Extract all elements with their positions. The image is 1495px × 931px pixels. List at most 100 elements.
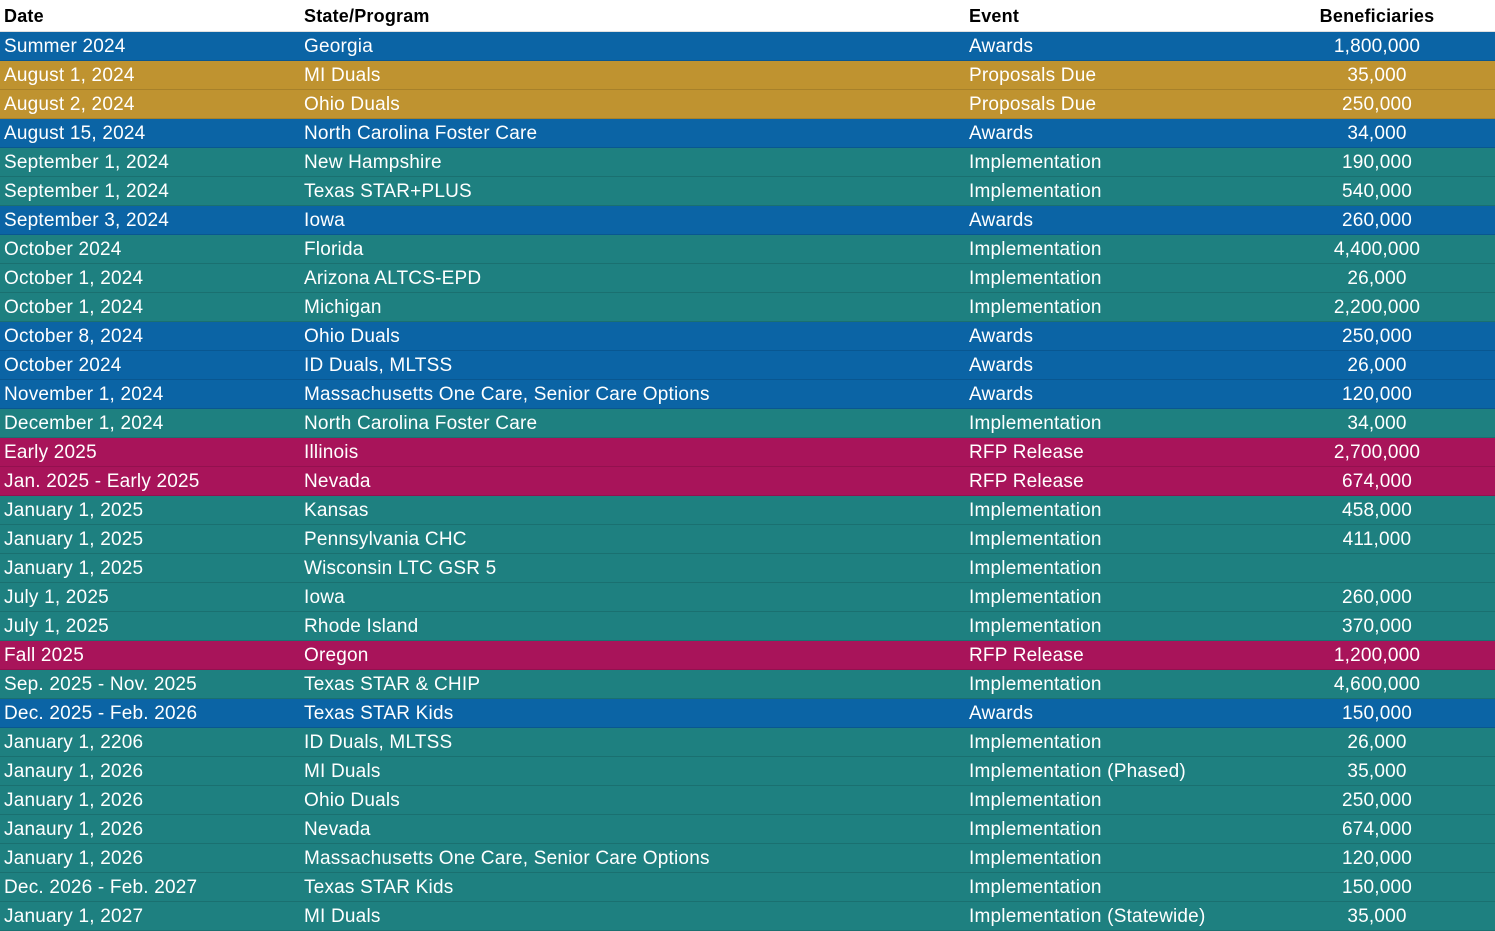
table-cell: Nevada [304, 819, 371, 840]
table-cell: Implementation [969, 732, 1102, 753]
table-cell: North Carolina Foster Care [304, 123, 538, 144]
table-cell: Texas STAR Kids [304, 703, 454, 724]
table-cell: 35,000 [1347, 906, 1407, 927]
table-cell: Pennsylvania CHC [304, 529, 467, 550]
table-row: October 8, 2024 Ohio Duals Awards 250,000 [0, 322, 1495, 351]
table-cell: 260,000 [1341, 210, 1413, 231]
table-cell: Awards [969, 36, 1034, 57]
table-cell: RFP Release [969, 442, 1084, 463]
table-cell: Awards [969, 384, 1034, 405]
table-cell: 458,000 [1341, 500, 1413, 521]
table-cell: Arizona ALTCS-EPD [304, 268, 482, 289]
table-cell: July 1, 2025 [4, 587, 109, 608]
table-cell: Awards [969, 355, 1034, 376]
table-row: January 1, 2026 Massachusetts One Care, S… [0, 844, 1495, 873]
table-cell: September 3, 2024 [4, 210, 170, 231]
table-cell: Implementation [969, 674, 1102, 695]
table-row: Janaury 1, 2026 MI Duals Implementation (P… [0, 757, 1495, 786]
table-cell: Implementation [969, 413, 1102, 434]
table-cell: October 2024 [4, 239, 122, 260]
table-cell: Ohio Duals [304, 94, 400, 115]
table-cell: Proposals Due [969, 94, 1097, 115]
table-cell: RFP Release [969, 471, 1084, 492]
table-cell: Implementation [969, 877, 1102, 898]
table-cell: 2,200,000 [1333, 297, 1421, 318]
table-cell: January 1, 2026 [4, 848, 144, 869]
table-cell: Implementation [969, 152, 1102, 173]
table-row: September 1, 2024 New Hampshire Implementa… [0, 148, 1495, 177]
table-cell: 250,000 [1341, 326, 1413, 347]
table-cell: January 1, 2206 [4, 732, 144, 753]
table-cell: Massachusetts One Care, Senior Care Opti… [304, 384, 710, 405]
table-cell: MI Duals [304, 906, 381, 927]
table-cell: 26,000 [1347, 268, 1407, 289]
table-cell: Awards [969, 123, 1034, 144]
table-cell: Summer 2024 [4, 36, 126, 57]
table-row: October 1, 2024 Michigan Implementation 2,2… [0, 293, 1495, 322]
table-cell: Janaury 1, 2026 [4, 761, 144, 782]
table-row: August 1, 2024 MI Duals Proposals Due 35,00… [0, 61, 1495, 90]
table-cell: Illinois [304, 442, 359, 463]
table-cell: Wisconsin LTC GSR 5 [304, 558, 497, 579]
table-row: November 1, 2024 Massachusetts One Care, … [0, 380, 1495, 409]
table-cell: Implementation [969, 558, 1102, 579]
table-cell: New Hampshire [304, 152, 442, 173]
table-cell: Oregon [304, 645, 369, 666]
table-cell: December 1, 2024 [4, 413, 164, 434]
table-cell: 411,000 [1342, 529, 1412, 550]
table-cell: Texas STAR & CHIP [304, 674, 481, 695]
table-cell: Implementation (Phased) [969, 761, 1186, 782]
header-cell: State/Program [304, 6, 430, 26]
table-cell: RFP Release [969, 645, 1084, 666]
table-cell: July 1, 2025 [4, 616, 109, 637]
table-row: January 1, 2025 Pennsylvania CHC Implement… [0, 525, 1495, 554]
table-cell: Sep. 2025 - Nov. 2025 [4, 674, 197, 695]
table-cell: 34,000 [1347, 123, 1407, 144]
table-cell: Dec. 2026 - Feb. 2027 [4, 877, 198, 898]
table-cell: January 1, 2025 [4, 529, 144, 550]
table-cell: ID Duals, MLTSS [304, 732, 453, 753]
table-row: Fall 2025 Oregon RFP Release 1,200,000 [0, 641, 1495, 670]
table-cell: Iowa [304, 587, 345, 608]
table-row: December 1, 2024 North Carolina Foster Ca… [0, 409, 1495, 438]
table-row: August 15, 2024 North Carolina Foster Car… [0, 119, 1495, 148]
table-cell: 120,000 [1341, 848, 1413, 869]
table-row: Sep. 2025 - Nov. 2025 Texas STAR & CHIP Im… [0, 670, 1495, 699]
table-row: August 2, 2024 Ohio Duals Proposals Due 250… [0, 90, 1495, 119]
table-cell: Implementation [969, 790, 1102, 811]
table-cell: North Carolina Foster Care [304, 413, 538, 434]
table-cell: ID Duals, MLTSS [304, 355, 453, 376]
table-cell: 4,600,000 [1333, 674, 1421, 695]
table-row: Janaury 1, 2026 Nevada Implementation 674,0… [0, 815, 1495, 844]
table-cell: 4,400,000 [1333, 239, 1421, 260]
table-cell: 250,000 [1341, 94, 1413, 115]
table-cell: 250,000 [1341, 790, 1413, 811]
table-cell: Implementation [969, 239, 1102, 260]
table-cell: 150,000 [1341, 877, 1413, 898]
table-cell: Massachusetts One Care, Senior Care Opti… [304, 848, 710, 869]
table-cell: Texas STAR+PLUS [304, 181, 472, 202]
table-cell: Michigan [304, 297, 382, 318]
table-cell: Florida [304, 239, 364, 260]
table-cell: 190,000 [1341, 152, 1413, 173]
header-cell: Date [4, 6, 44, 26]
table-cell: January 1, 2025 [4, 500, 144, 521]
table-row: January 1, 2206 ID Duals, MLTSS Implementa… [0, 728, 1495, 757]
table-cell: 1,200,000 [1333, 645, 1421, 666]
table-cell: Ohio Duals [304, 790, 400, 811]
table-row: Summer 2024 Georgia Awards 1,800,000 [0, 32, 1495, 61]
table-cell: Implementation [969, 181, 1102, 202]
table-row: Jan. 2025 - Early 2025 Nevada RFP Release 6… [0, 467, 1495, 496]
table-cell: 2,700,000 [1333, 442, 1421, 463]
header-cell: Beneficiaries [1319, 6, 1435, 26]
table-row: January 1, 2025 Kansas Implementation 458,0… [0, 496, 1495, 525]
table-cell: August 1, 2024 [4, 65, 135, 86]
table-cell: October 8, 2024 [4, 326, 144, 347]
table-cell: October 2024 [4, 355, 122, 376]
table-row: January 1, 2025 Wisconsin LTC GSR 5 Implem… [0, 554, 1495, 583]
table-cell: Awards [969, 326, 1034, 347]
table-row: Dec. 2025 - Feb. 2026 Texas STAR Kids Awar… [0, 699, 1495, 728]
table-cell: 150,000 [1341, 703, 1413, 724]
table-row: October 2024 ID Duals, MLTSS Awards 26,000 [0, 351, 1495, 380]
